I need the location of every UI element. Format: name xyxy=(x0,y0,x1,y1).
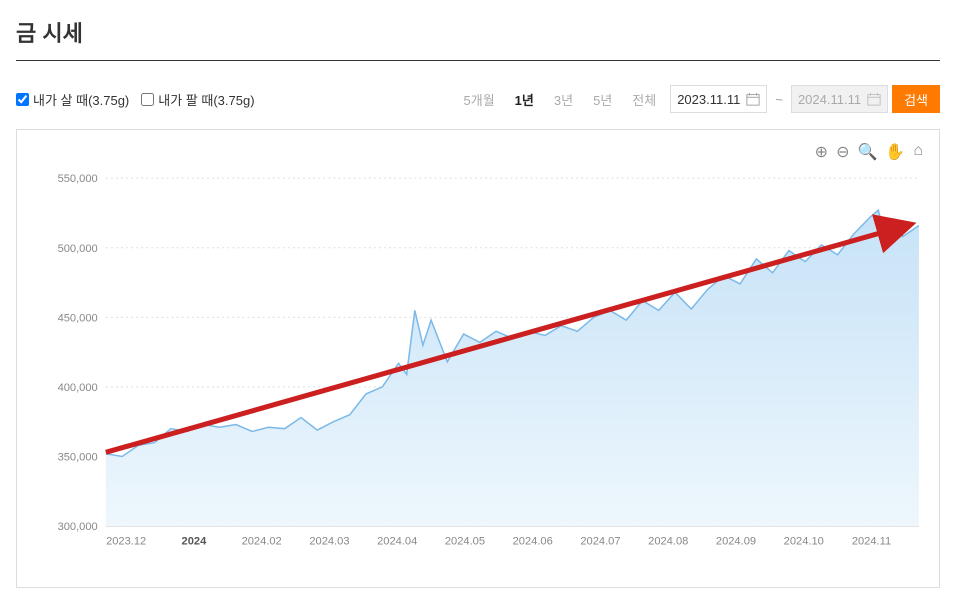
svg-text:300,000: 300,000 xyxy=(58,521,98,533)
calendar-icon xyxy=(746,92,760,106)
range-button[interactable]: 전체 xyxy=(622,86,666,113)
svg-text:450,000: 450,000 xyxy=(58,312,98,324)
svg-text:2024.04: 2024.04 xyxy=(377,535,417,547)
chart-container: ⊕ ⊖ 🔍 ✋ ⌂ 300,000 350,000 400,000 450,000 50… xyxy=(16,129,940,588)
svg-text:2024.08: 2024.08 xyxy=(648,535,688,547)
page-title: 금 시세 xyxy=(16,16,940,61)
range-button[interactable]: 5년 xyxy=(583,86,622,113)
calendar-icon xyxy=(867,92,881,106)
sell-checkbox-input[interactable] xyxy=(141,93,154,106)
buy-checkbox-input[interactable] xyxy=(16,93,29,106)
svg-text:2024: 2024 xyxy=(182,535,208,547)
svg-text:500,000: 500,000 xyxy=(58,243,98,255)
range-button[interactable]: 3년 xyxy=(544,86,583,113)
date-to-value: 2024.11.11 xyxy=(798,92,861,107)
date-to-input[interactable]: 2024.11.11 xyxy=(791,85,888,113)
zoom-select-icon[interactable]: 🔍 xyxy=(857,142,877,162)
date-from-value: 2023.11.11 xyxy=(677,92,740,107)
svg-text:2024.03: 2024.03 xyxy=(309,535,349,547)
svg-text:2024.02: 2024.02 xyxy=(242,535,282,547)
date-from-input[interactable]: 2023.11.11 xyxy=(670,85,767,113)
zoom-in-icon[interactable]: ⊕ xyxy=(815,142,828,162)
chart-toolbar: ⊕ ⊖ 🔍 ✋ ⌂ xyxy=(33,138,923,162)
svg-text:2024.06: 2024.06 xyxy=(513,535,553,547)
svg-text:2024.09: 2024.09 xyxy=(716,535,756,547)
search-button[interactable]: 검색 xyxy=(892,85,940,113)
svg-text:2024.10: 2024.10 xyxy=(784,535,824,547)
buy-checkbox-label: 내가 살 때(3.75g) xyxy=(33,90,129,109)
range-button[interactable]: 5개월 xyxy=(454,86,505,113)
svg-text:2024.11: 2024.11 xyxy=(852,535,891,547)
svg-text:2024.07: 2024.07 xyxy=(580,535,620,547)
range-button[interactable]: 1년 xyxy=(505,86,544,113)
svg-text:550,000: 550,000 xyxy=(58,173,98,185)
svg-text:400,000: 400,000 xyxy=(58,382,98,394)
pan-icon[interactable]: ✋ xyxy=(885,142,905,162)
sell-checkbox[interactable]: 내가 팔 때(3.75g) xyxy=(141,90,254,109)
price-chart: 300,000 350,000 400,000 450,000 500,000 550,0… xyxy=(33,162,923,567)
svg-text:350,000: 350,000 xyxy=(58,452,98,464)
svg-text:2023.12: 2023.12 xyxy=(106,535,146,547)
home-icon[interactable]: ⌂ xyxy=(913,142,923,162)
zoom-out-icon[interactable]: ⊖ xyxy=(836,142,849,162)
sell-checkbox-label: 내가 팔 때(3.75g) xyxy=(158,90,254,109)
svg-text:2024.05: 2024.05 xyxy=(445,535,485,547)
tilde-separator: ~ xyxy=(771,92,787,107)
controls-bar: 내가 살 때(3.75g) 내가 팔 때(3.75g) 5개월1년3년5년전체 … xyxy=(16,85,940,113)
buy-checkbox[interactable]: 내가 살 때(3.75g) xyxy=(16,90,129,109)
